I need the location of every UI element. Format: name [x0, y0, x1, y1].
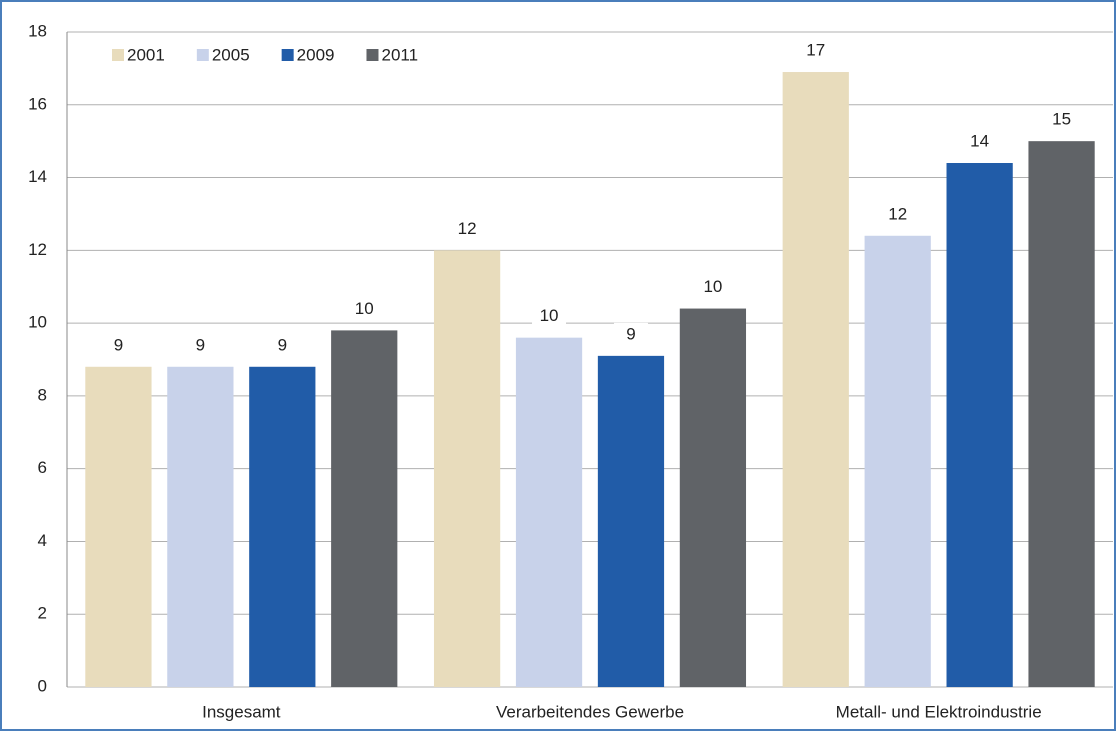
value-label: 14 [970, 131, 989, 150]
value-label: 10 [703, 277, 722, 296]
value-label-bg [183, 333, 218, 356]
legend-label: 2011 [381, 45, 418, 64]
bar [679, 308, 747, 687]
value-label-bg [1044, 108, 1079, 131]
bar [167, 366, 234, 687]
x-tick-label: Verarbeitendes Gewerbe [496, 702, 684, 721]
value-label: 9 [196, 335, 205, 354]
y-tick-label: 2 [38, 604, 47, 623]
bar [515, 337, 583, 687]
y-tick-label: 8 [38, 385, 47, 404]
value-label-bg [880, 202, 915, 225]
value-label-bg [450, 217, 485, 240]
value-label: 10 [355, 299, 374, 318]
bar [433, 250, 501, 688]
value-label-bg [532, 304, 567, 327]
bar [597, 355, 665, 687]
y-tick-label: 16 [28, 94, 47, 113]
value-label: 12 [888, 204, 907, 223]
value-label: 10 [540, 306, 559, 325]
y-tick-label: 0 [38, 676, 47, 695]
value-label-bg [962, 130, 997, 152]
y-tick-label: 10 [28, 313, 47, 332]
value-label-bg [798, 39, 833, 62]
y-tick-label: 4 [38, 531, 47, 550]
value-label-bg [347, 297, 382, 320]
legend-label: 2005 [212, 45, 250, 64]
bar [85, 366, 152, 687]
value-label: 12 [458, 219, 477, 238]
bar [249, 366, 316, 687]
bar [864, 235, 931, 687]
bar [946, 163, 1013, 687]
value-label: 9 [114, 335, 123, 354]
value-label-bg [265, 333, 300, 356]
x-tick-label: Metall- und Elektroindustrie [836, 702, 1042, 721]
legend-swatch [366, 49, 379, 61]
value-label-bg [101, 333, 136, 356]
value-label: 9 [626, 324, 635, 343]
bar [782, 72, 849, 688]
legend-swatch [281, 49, 294, 61]
y-tick-label: 12 [28, 240, 47, 259]
value-label-bg [613, 322, 648, 345]
legend-swatch [196, 49, 209, 61]
y-tick-label: 6 [38, 458, 47, 477]
legend-swatch [112, 49, 124, 61]
x-tick-label: Insgesamt [202, 702, 281, 721]
value-label: 17 [806, 41, 825, 60]
y-tick-label: 14 [28, 167, 47, 186]
legend-label: 2009 [297, 45, 335, 64]
value-label: 15 [1052, 110, 1071, 129]
y-tick-label: 18 [28, 21, 47, 40]
value-label-bg [695, 275, 730, 298]
bar [331, 330, 398, 687]
legend-label: 2001 [127, 45, 165, 64]
value-label: 9 [278, 335, 287, 354]
bar [1028, 141, 1095, 687]
